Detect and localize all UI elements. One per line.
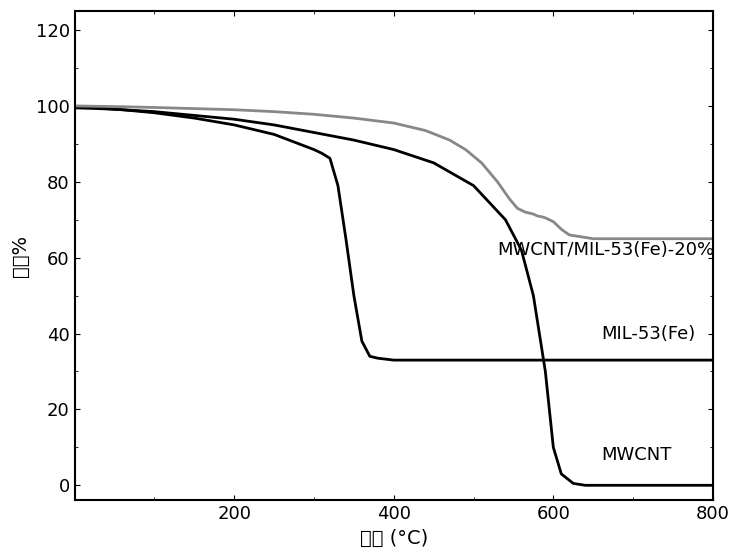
Text: MWCNT: MWCNT: [601, 446, 671, 464]
Text: MWCNT/MIL-53(Fe)-20%: MWCNT/MIL-53(Fe)-20%: [498, 241, 715, 259]
X-axis label: 温度 (°C): 温度 (°C): [360, 529, 428, 548]
Text: MIL-53(Fe): MIL-53(Fe): [601, 325, 695, 343]
Y-axis label: 重量%: 重量%: [11, 235, 30, 277]
